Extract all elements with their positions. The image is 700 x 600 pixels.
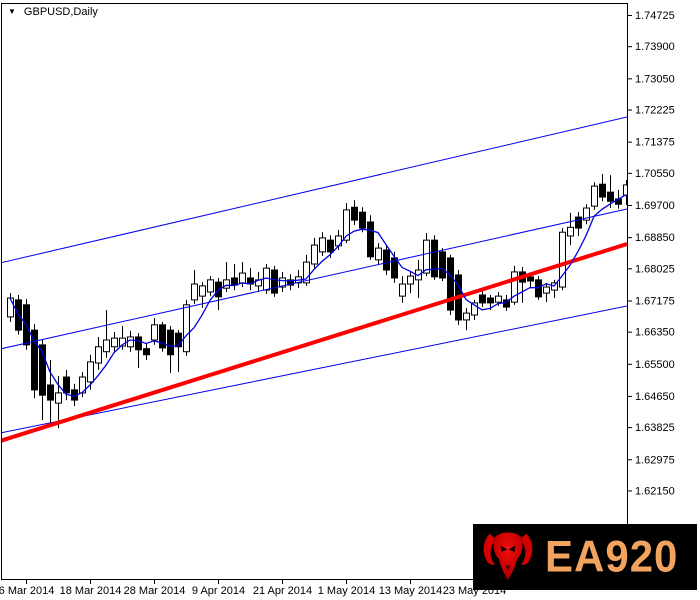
bear-candle [367,215,374,260]
price-axis-label: 1.64650 [635,391,675,403]
price-axis-label: 1.68025 [635,263,675,275]
bear-candle [439,248,446,281]
bull-icon [483,532,533,581]
price-axis-label: 1.65500 [635,359,675,371]
date-axis-label: 6 Mar 2014 [0,585,54,597]
symbol-timeframe-text: GBPUSD,Daily [23,6,98,18]
bull-candle [511,265,518,305]
bear-candle [47,360,54,426]
price-axis-label: 1.74725 [635,10,675,22]
lower-channel-line[interactable] [0,305,627,434]
chevron-down-icon[interactable]: ▼ [8,7,16,16]
date-axis-label: 21 Apr 2014 [253,585,312,597]
bull-candle [343,203,350,244]
bull-candle [103,310,110,358]
bear-candle [503,294,510,311]
bear-candle [287,274,294,291]
bear-candle [479,290,486,308]
bear-candle [231,263,238,291]
bear-candle [175,330,182,373]
price-axis-label: 1.63825 [635,422,675,434]
bull-candle [191,270,198,305]
bull-candle [423,232,430,277]
symbol-label[interactable]: ▼ GBPUSD,Daily [8,6,98,18]
bear-candle [63,369,70,401]
bull-candle [295,270,302,289]
bear-candle [215,277,222,311]
bull-candle [183,299,190,356]
bull-candle [415,259,422,299]
bear-candle [271,265,278,297]
bear-candle [447,254,454,316]
price-axis-label: 1.70550 [635,168,675,180]
bear-candle [607,175,614,209]
price-axis-label: 1.69700 [635,200,675,212]
bull-candle [463,307,470,331]
bear-candle [431,235,438,280]
bull-candle [543,282,550,303]
price-axis-label: 1.72225 [635,105,675,117]
ea920-logo: EA920 [473,524,697,590]
bull-candle [311,237,318,269]
middle-channel-line[interactable] [0,208,627,350]
bull-candle [407,271,414,294]
upper-channel-line[interactable] [0,116,627,264]
logo-text: EA920 [545,531,679,582]
price-axis-label: 1.62975 [635,454,675,466]
bull-candle [7,293,14,322]
bull-candle [111,332,118,352]
bull-candle [399,276,406,303]
bear-candle [383,245,390,275]
bull-candle [279,271,286,292]
plot-frame [1,3,628,580]
price-axis: 1.74725 1.73900 1.73050 1.72225 1.71375 1.705… [628,10,675,497]
date-axis-label: 9 Apr 2014 [192,585,245,597]
bull-candle [471,299,478,320]
price-axis-label: 1.62150 [635,485,675,497]
bear-candle [31,324,38,399]
bull-candle [583,204,590,225]
bear-candle [351,200,358,226]
price-axis-label: 1.67175 [635,295,675,307]
price-axis-label: 1.71375 [635,137,675,149]
bear-candle [575,212,582,236]
bull-candle [95,336,102,370]
price-axis-label: 1.66350 [635,327,675,339]
date-axis-label: 13 May 2014 [379,585,443,597]
bull-candle [319,232,326,257]
bear-candle [599,173,606,202]
bull-candle [207,276,214,297]
price-axis-label: 1.73050 [635,73,675,85]
bull-candle [591,182,598,210]
moving-average-line [9,194,627,397]
bull-candle [567,212,574,246]
bull-candle [551,279,558,299]
date-axis: 6 Mar 2014 18 Mar 2014 28 Mar 2014 9 Apr 20… [0,580,506,597]
date-axis-label: 18 Mar 2014 [60,585,122,597]
bear-candle [143,343,150,361]
price-axis-label: 1.73900 [635,41,675,53]
bull-candle [559,228,566,291]
candles-layer [7,173,627,429]
bull-candle [375,243,382,266]
date-axis-label: 1 May 2014 [318,585,375,597]
bull-candle [255,271,262,292]
bear-candle [359,207,366,233]
bull-candle [223,262,230,292]
date-axis-label: 28 Mar 2014 [124,585,186,597]
bear-candle [247,268,254,291]
bear-candle [159,321,166,352]
red-trendline[interactable] [0,242,627,443]
plot-layer[interactable] [0,116,630,443]
bull-candle [623,180,627,205]
bear-candle [519,267,526,303]
bear-candle [167,325,174,373]
bear-candle [135,333,142,368]
price-axis-label: 1.68850 [635,232,675,244]
